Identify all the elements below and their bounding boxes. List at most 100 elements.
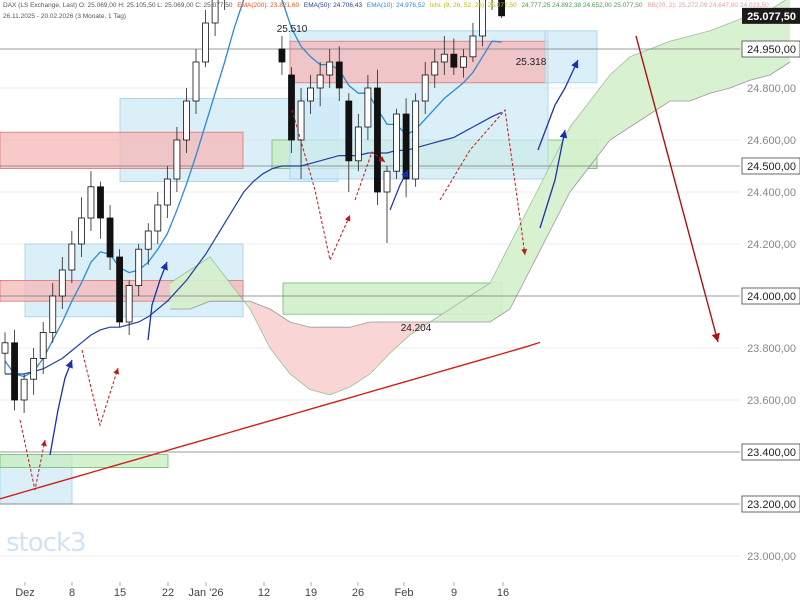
candle xyxy=(183,100,190,141)
candle xyxy=(440,53,448,63)
forecast-arrows xyxy=(19,35,720,491)
candle xyxy=(450,53,458,68)
candle xyxy=(135,248,143,286)
price-annotation: 25.510 xyxy=(277,24,308,35)
price-box-label: 24.000,00 xyxy=(747,291,796,303)
candle xyxy=(374,87,381,193)
cloud-segment xyxy=(330,327,350,395)
candle xyxy=(20,378,28,401)
x-tick-label: 19 xyxy=(305,587,317,599)
indicator-ema200: EMA(200): 23.821,60 xyxy=(237,2,300,9)
candle xyxy=(192,61,200,102)
cloud-segment xyxy=(370,322,390,374)
candle xyxy=(459,56,467,68)
price-annotation: 24.204 xyxy=(401,323,432,334)
candle xyxy=(11,342,18,401)
price-tag-label: 25.077,50 xyxy=(747,11,796,23)
chart-header: DAX (LS Exchange, Last) O: 25.069,00 H: … xyxy=(3,2,772,9)
candle xyxy=(316,74,324,89)
cloud-segment xyxy=(350,322,370,387)
red-dashed-arrow xyxy=(291,109,351,262)
cloud-segment xyxy=(670,36,690,101)
price-box-label: 23.200,00 xyxy=(747,499,796,511)
x-tick-label: Dez xyxy=(15,587,35,599)
candle xyxy=(116,256,123,323)
candle xyxy=(469,35,477,58)
candle xyxy=(30,357,38,380)
cloud-segment xyxy=(710,23,730,94)
price-box-label: 24.500,00 xyxy=(747,161,796,173)
price-box-label: 24.950,00 xyxy=(747,44,796,56)
candle xyxy=(173,139,181,180)
candle xyxy=(202,22,209,63)
y-tick-label: 24.400,00 xyxy=(747,187,796,199)
cloud-segment xyxy=(570,101,590,192)
candle xyxy=(402,113,410,180)
candle xyxy=(97,186,104,219)
cloud-segment xyxy=(450,296,470,322)
x-tick-label: 22 xyxy=(162,587,174,599)
cloud-segment xyxy=(650,41,670,115)
candle xyxy=(354,126,362,162)
cloud-segment xyxy=(730,15,750,89)
indicator-ichimoku-values: 24.777,25 24.892,38 24.652,00 25.077,50 xyxy=(521,2,643,9)
x-tick-label: 9 xyxy=(451,587,457,599)
blue-arrow xyxy=(539,129,568,229)
candle xyxy=(326,61,334,76)
price-box xyxy=(741,495,800,513)
y-tick-label: 23.600,00 xyxy=(747,395,796,407)
candle xyxy=(498,0,506,17)
red-dashed-arrow xyxy=(354,151,386,201)
candle xyxy=(87,186,95,219)
candle xyxy=(154,204,162,232)
price-box xyxy=(741,443,800,461)
x-tick-label: 8 xyxy=(69,587,75,599)
candle xyxy=(307,87,315,102)
cloud-segment xyxy=(530,166,550,270)
y-tick-label: 23.800,00 xyxy=(747,343,796,355)
price-annotation: 25.318 xyxy=(516,57,547,68)
price-box-label: 23.400,00 xyxy=(747,447,796,459)
cloud-segment xyxy=(290,322,310,390)
instrument-info: DAX (LS Exchange, Last) O: 25.069,00 H: … xyxy=(3,2,233,9)
y-tick-label: 24.200,00 xyxy=(747,239,796,251)
candle xyxy=(163,178,171,206)
zone-green xyxy=(0,454,169,469)
candle xyxy=(393,113,400,172)
date-range: 26.11.2025 - 20.02.2026 (3 Monate, 1 Tag… xyxy=(3,13,126,20)
candles xyxy=(1,0,506,413)
blue-arrow xyxy=(537,59,579,151)
cloud-segment xyxy=(510,205,530,309)
price-box xyxy=(741,287,800,305)
indicator-ichimoku: Ichi. (9, 26, 52, 26): 25.077,50 xyxy=(429,2,517,9)
cloud-segment xyxy=(250,301,270,348)
candle xyxy=(278,48,286,63)
candle xyxy=(364,87,372,128)
zone-red xyxy=(0,131,244,169)
candle xyxy=(68,243,76,271)
x-tick-label: 16 xyxy=(497,587,509,599)
candle xyxy=(335,61,343,89)
cloud-segment xyxy=(490,244,510,322)
y-tick-label: 24.600,00 xyxy=(747,135,796,147)
candle xyxy=(106,217,114,258)
price-tag-bg xyxy=(742,7,800,24)
candle xyxy=(288,74,295,141)
y-tick-label: 24.800,00 xyxy=(747,83,796,95)
x-tick-label: Jan '26 xyxy=(188,587,223,599)
red-dashed-arrow xyxy=(19,419,47,491)
price-levels xyxy=(0,48,740,505)
cloud-segment xyxy=(550,127,570,231)
blue-arrow xyxy=(389,169,409,211)
price-box xyxy=(741,157,800,175)
candle xyxy=(78,217,85,245)
candle xyxy=(383,170,391,193)
indicator-bollinger: BB(20, 2): 25.272,09 24.647,80 24.023,50 xyxy=(647,2,769,9)
cloud-segment xyxy=(690,30,710,101)
cloud-segment xyxy=(390,322,410,354)
cloud-segment xyxy=(610,56,630,140)
indicator-ema50: EMA(50): 24.706,43 xyxy=(303,2,363,9)
annotations: 25.510 25.318 24.204 xyxy=(277,24,547,334)
ema200-line xyxy=(0,341,541,500)
